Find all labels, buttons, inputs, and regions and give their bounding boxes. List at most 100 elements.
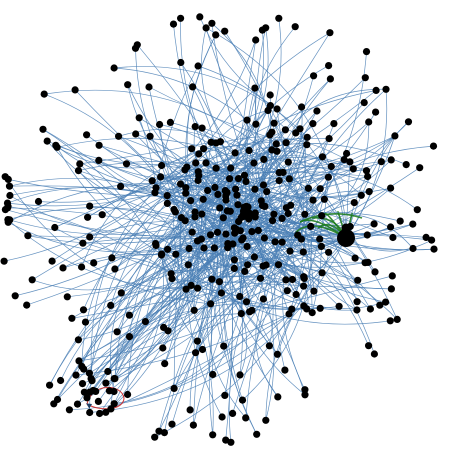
graph-node xyxy=(190,306,198,314)
graph-node xyxy=(110,64,118,72)
graph-edge xyxy=(74,89,191,201)
graph-edge xyxy=(56,147,162,255)
graph-node xyxy=(370,220,378,228)
graph-node xyxy=(365,118,373,126)
graph-edge xyxy=(105,296,241,384)
graph-node xyxy=(404,118,413,126)
graph-node xyxy=(393,315,401,323)
graph-node xyxy=(96,409,104,418)
graph-edge xyxy=(155,245,270,346)
graph-edge xyxy=(158,228,238,432)
graph-node xyxy=(326,29,334,37)
graph-node xyxy=(198,124,206,132)
graph-node xyxy=(299,248,307,256)
graph-node xyxy=(195,150,203,158)
graph-node xyxy=(204,186,212,195)
graph-node xyxy=(187,197,195,205)
graph-node xyxy=(95,156,103,164)
graph-node xyxy=(209,431,217,439)
hub-satellite-node xyxy=(341,223,351,233)
graph-edge xyxy=(7,205,172,274)
graph-node xyxy=(177,14,185,22)
graph-node xyxy=(11,292,19,300)
graph-edge xyxy=(114,298,264,405)
graph-node xyxy=(318,212,326,220)
graph-node xyxy=(326,75,334,83)
graph-node xyxy=(360,99,368,107)
graph-node xyxy=(291,23,299,31)
graph-node xyxy=(292,290,300,299)
graph-node xyxy=(59,264,67,272)
graph-node xyxy=(430,245,438,253)
graph-node xyxy=(216,204,224,212)
graph-node xyxy=(279,168,287,176)
graph-node xyxy=(300,282,308,290)
graph-node xyxy=(318,153,327,161)
graph-node xyxy=(75,357,83,365)
graph-node xyxy=(230,264,238,272)
graph-edge xyxy=(154,65,199,189)
graph-node xyxy=(372,86,380,94)
graph-edge xyxy=(9,177,168,196)
graph-node xyxy=(226,175,234,183)
graph-node xyxy=(152,240,160,248)
graph-node xyxy=(192,159,200,167)
graph-node xyxy=(387,285,395,293)
graph-edge xyxy=(285,78,331,131)
graph-node xyxy=(1,206,9,214)
graph-node xyxy=(163,199,171,207)
graph-node xyxy=(243,242,251,251)
graph-node xyxy=(325,135,333,143)
graph-node xyxy=(192,349,200,357)
graph-node xyxy=(237,310,245,318)
graph-node xyxy=(172,250,180,258)
graph-node xyxy=(371,268,379,276)
graph-node xyxy=(256,274,265,282)
graph-node xyxy=(83,131,91,139)
graph-edge xyxy=(243,161,350,177)
hub-node xyxy=(337,229,355,247)
graph-node xyxy=(234,175,242,183)
graph-node xyxy=(350,199,358,207)
graph-edge xyxy=(173,313,290,389)
graph-node xyxy=(288,275,296,284)
graph-node xyxy=(151,433,159,441)
graph-edge xyxy=(49,211,196,386)
graph-node xyxy=(251,185,259,193)
graph-edge xyxy=(55,129,286,165)
graph-node xyxy=(215,278,223,286)
graph-node xyxy=(63,293,71,301)
graph-node xyxy=(76,160,84,168)
graph-node xyxy=(24,232,32,240)
graph-node xyxy=(346,158,354,166)
graph-edge xyxy=(9,206,247,235)
graph-node xyxy=(272,140,280,148)
graph-node xyxy=(43,137,51,145)
graph-node xyxy=(386,317,394,325)
graph-node xyxy=(422,233,430,241)
graph-node xyxy=(132,130,140,138)
graph-node xyxy=(210,244,218,252)
graph-node xyxy=(107,301,115,309)
graph-node xyxy=(219,214,227,222)
graph-node xyxy=(236,292,244,301)
graph-node xyxy=(73,400,82,408)
graph-edge xyxy=(95,207,287,392)
graph-node xyxy=(317,242,325,250)
graph-edge xyxy=(254,102,365,190)
graph-edge xyxy=(211,23,256,190)
graph-node xyxy=(241,267,249,275)
graph-edge xyxy=(9,195,246,237)
graph-node xyxy=(382,298,390,306)
graph-node xyxy=(285,310,293,318)
graph-edge xyxy=(110,245,157,392)
graph-node xyxy=(310,72,318,80)
graph-edge xyxy=(232,213,306,414)
graph-edge xyxy=(155,245,391,325)
graph-node xyxy=(117,182,125,190)
graph-edge xyxy=(173,24,227,197)
graph-node xyxy=(0,257,8,265)
graph-node xyxy=(187,281,195,289)
graph-node xyxy=(382,85,390,93)
graph-node xyxy=(243,116,251,124)
